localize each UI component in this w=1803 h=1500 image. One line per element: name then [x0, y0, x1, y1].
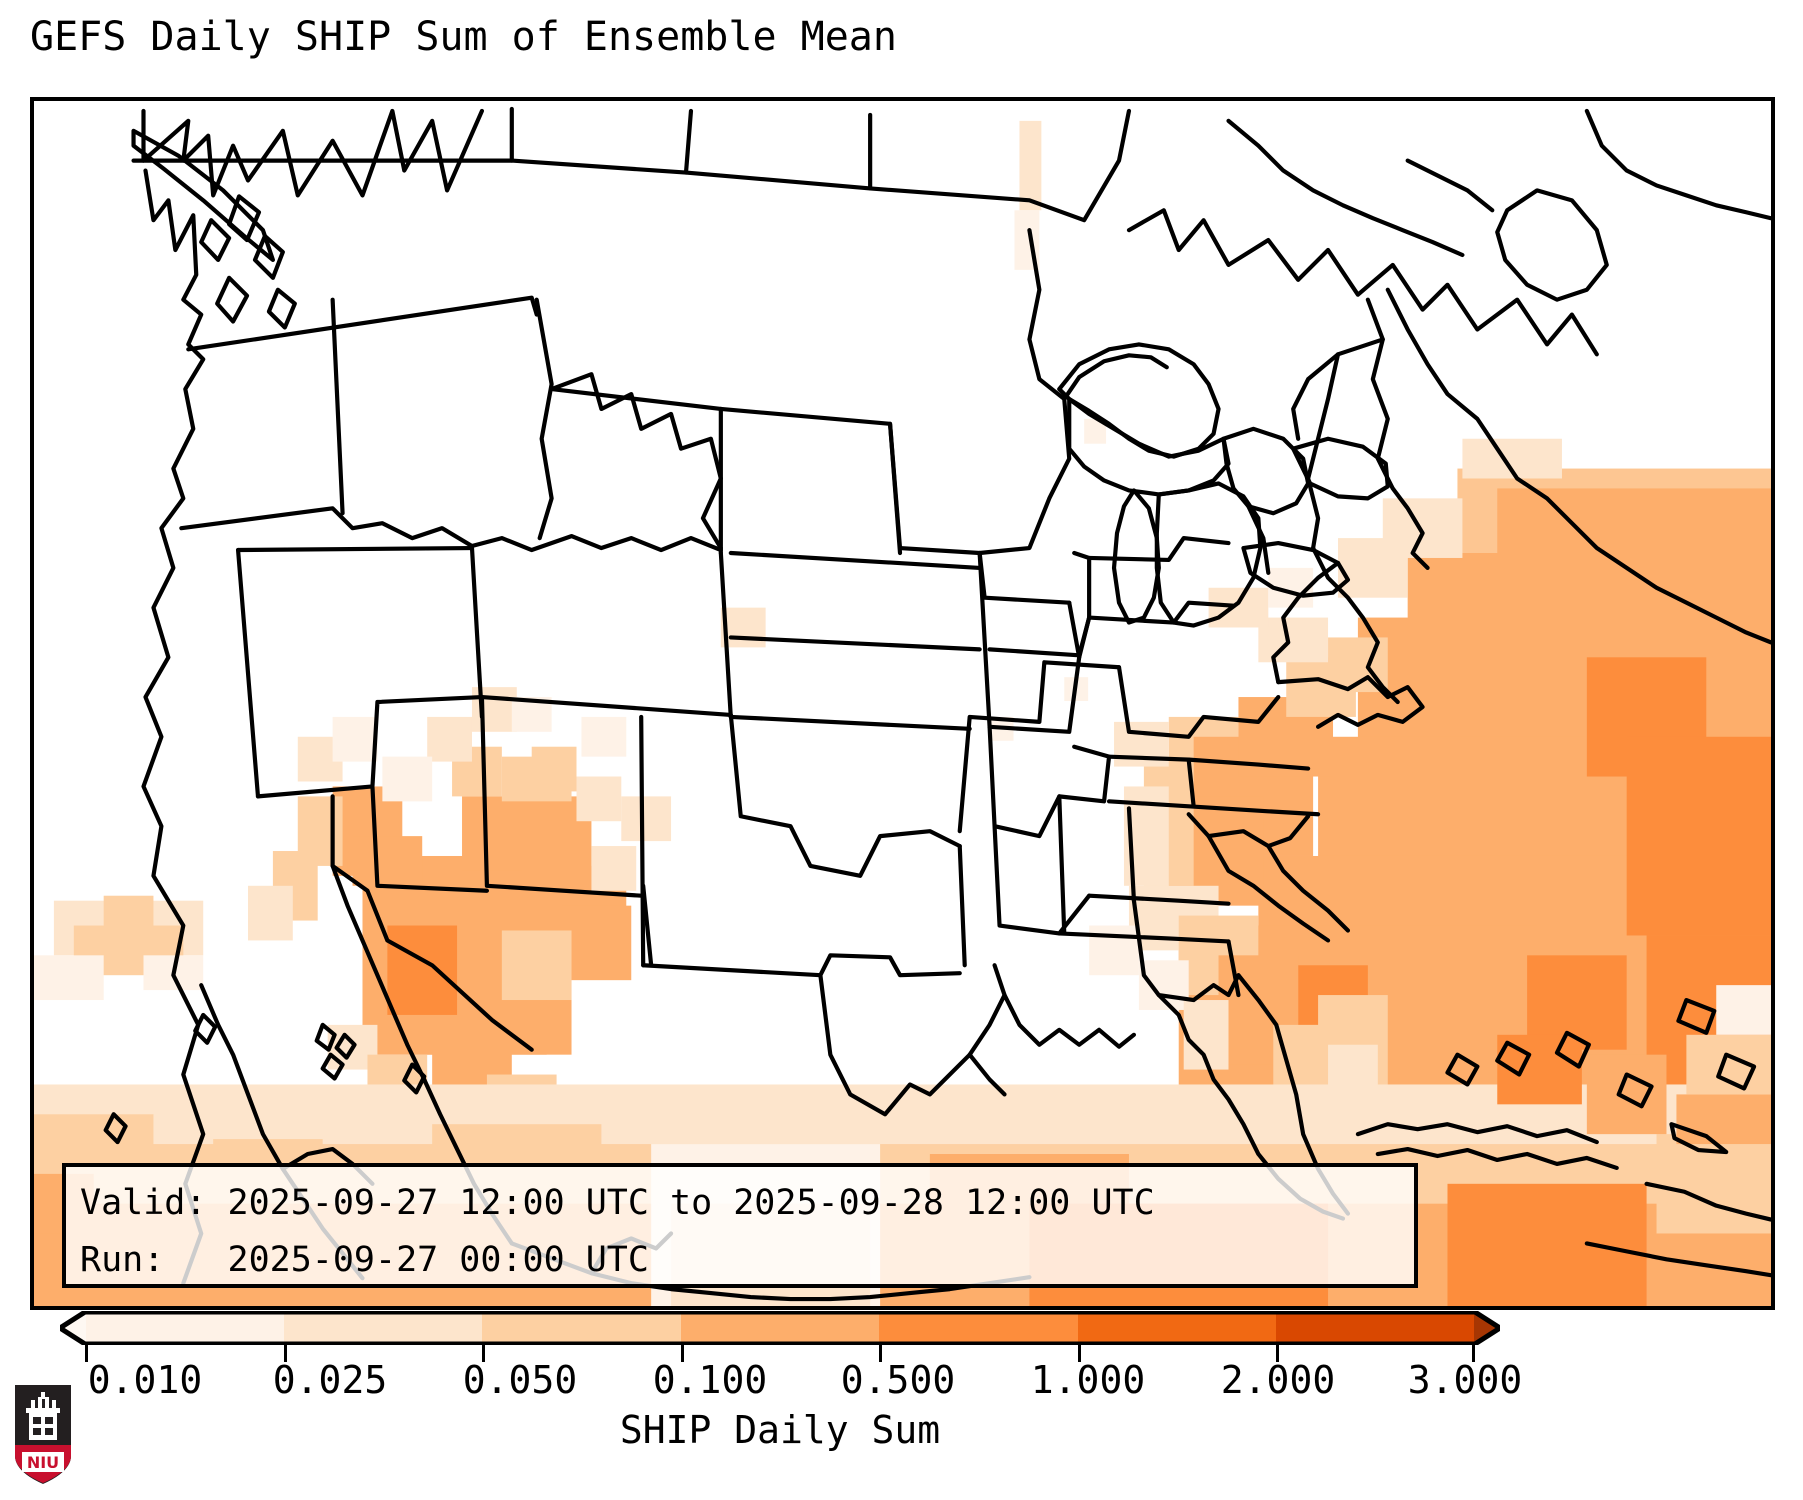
colorbar-ticks: [85, 1343, 1475, 1363]
colorbar-tick-label-1: 0.025: [272, 1358, 388, 1402]
colorbar-axis-title: SHIP Daily Sum: [619, 1408, 941, 1452]
colorbar-band-7: [1276, 1311, 1476, 1343]
page-title: GEFS Daily SHIP Sum of Ensemble Mean: [30, 14, 897, 60]
colorbar-tick-label-6: 2.000: [1220, 1358, 1336, 1402]
colorbar-extend-min-arrow: [60, 1311, 86, 1343]
niu-logo-text: NIU: [27, 1453, 59, 1472]
run-time-text: Run: 2025-09-27 00:00 UTC: [80, 1240, 649, 1280]
map-plot-frame: [30, 97, 1775, 1310]
colorbar-tick-label-0: 0.010: [87, 1358, 203, 1402]
colorbar-tick-labels: 0.010 0.025 0.050 0.100 0.500 1.000 2.00…: [0, 1358, 1560, 1408]
colorbar-tick-label-4: 0.500: [840, 1358, 956, 1402]
colorbar-band-4: [680, 1311, 880, 1343]
colorbar[interactable]: [60, 1311, 1500, 1362]
colorbar-tick-label-5: 1.000: [1030, 1358, 1146, 1402]
colorbar-band-1: [85, 1311, 284, 1343]
colorbar-band-5: [879, 1311, 1078, 1343]
colorbar-band-6: [1077, 1311, 1277, 1343]
colorbar-extend-max-arrow: [1474, 1311, 1500, 1343]
colorbar-tick-label-2: 0.050: [462, 1358, 578, 1402]
map-svg: [34, 106, 1771, 1306]
colorbar-bands: [85, 1311, 1476, 1343]
colorbar-tick-label-3: 0.100: [652, 1358, 768, 1402]
valid-time-text: Valid: 2025-09-27 12:00 UTC to 2025-09-2…: [80, 1183, 1155, 1223]
colorbar-tick-label-7: 3.000: [1407, 1358, 1523, 1402]
niu-logo: NIU: [13, 1383, 73, 1487]
colorbar-band-2: [283, 1311, 483, 1343]
colorbar-band-3: [482, 1311, 681, 1343]
map-canvas: [34, 101, 1771, 1306]
info-box: Valid: 2025-09-27 12:00 UTC to 2025-09-2…: [62, 1163, 1418, 1288]
